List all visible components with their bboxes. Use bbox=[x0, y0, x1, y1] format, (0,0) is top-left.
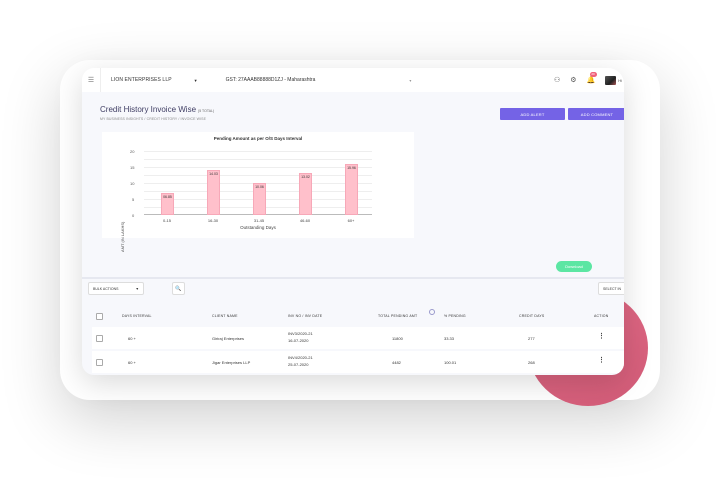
days-interval: 60 + bbox=[128, 360, 136, 365]
gear-icon[interactable]: ⚙ bbox=[570, 77, 577, 84]
gst-selector[interactable]: GST: 27AAAB88888D1ZJ - Maharashtra bbox=[225, 77, 316, 83]
x-tick: 31-45 bbox=[253, 218, 265, 223]
inv-date: 25-07-2020 bbox=[288, 362, 309, 367]
avatar[interactable] bbox=[605, 75, 617, 85]
company-selector[interactable]: LION ENTERPRISES LLP bbox=[111, 77, 172, 83]
select-all-checkbox[interactable] bbox=[96, 313, 103, 320]
chart-title: Pending Amount as per O/S Days Interval bbox=[213, 136, 303, 141]
y-tick: 5 bbox=[132, 197, 135, 202]
add-comment-button[interactable]: ADD COMMENT bbox=[568, 108, 624, 120]
greeting: Hi bbox=[618, 77, 622, 83]
caret-down-icon: ▼ bbox=[135, 286, 139, 291]
menu-icon[interactable]: ☰ bbox=[82, 68, 101, 92]
info-icon[interactable] bbox=[429, 309, 435, 315]
row-checkbox[interactable] bbox=[96, 359, 103, 366]
inv-no: INV4/2020-21 bbox=[288, 355, 313, 360]
header-action: ACTION bbox=[594, 314, 609, 318]
bulk-actions-label: BULK ACTIONS bbox=[93, 286, 119, 291]
caret-down-icon[interactable]: ▼ bbox=[193, 77, 198, 83]
page-title-text: Credit History Invoice Wise bbox=[100, 105, 197, 114]
header-days-interval[interactable]: DAYS INTERVAL bbox=[122, 314, 152, 318]
notification-badge: 20 bbox=[589, 72, 597, 77]
bar-16-30[interactable]: 14.03 bbox=[207, 170, 220, 215]
pct-pending: 100.01 bbox=[444, 360, 457, 365]
credit-days: 277 bbox=[528, 336, 535, 341]
header-pct-pending[interactable]: % PENDING bbox=[444, 314, 466, 318]
credit-days: 268 bbox=[528, 360, 535, 365]
breadcrumb: MY BUSINESS INSIGHTS / CREDIT HISTORY / … bbox=[100, 117, 207, 121]
select-input[interactable]: SELECT IN bbox=[598, 282, 624, 295]
x-axis-label: Outstanding Days bbox=[240, 225, 276, 230]
table-row[interactable]: 60 + Jigar Enterprises LLP INV4/2020-21 … bbox=[92, 351, 624, 373]
pct-pending: 33.33 bbox=[444, 336, 455, 341]
bell-icon[interactable]: 🔔 20 bbox=[586, 72, 597, 84]
total-count: (5 TOTAL) bbox=[198, 109, 215, 113]
client-name[interactable]: Giriraj Enterprises bbox=[212, 336, 245, 341]
bar-value: 14.03 bbox=[209, 172, 218, 177]
header-total-pending[interactable]: TOTAL PENDING AMT bbox=[378, 314, 418, 318]
plot-area: 0 5 10 15 20 06.85 14.03 10.06 13.02 15.… bbox=[130, 149, 372, 223]
total-pending: 4482 bbox=[392, 360, 401, 365]
bar-60-plus[interactable]: 15.96 bbox=[345, 163, 358, 215]
x-tick: 0-15 bbox=[162, 218, 172, 223]
section-divider bbox=[82, 277, 624, 279]
bar-0-15[interactable]: 06.85 bbox=[161, 193, 174, 215]
search-icon: 🔍 bbox=[175, 285, 182, 292]
top-icons: ⚇ ⚙ 🔔 20 Hi bbox=[554, 68, 624, 92]
header-inv[interactable]: INV NO / INV DATE bbox=[288, 314, 323, 318]
page-title: Credit History Invoice Wise (5 TOTAL) bbox=[100, 105, 214, 114]
chart-card: Pending Amount as per O/S Days Interval … bbox=[102, 132, 414, 252]
y-tick: 15 bbox=[130, 165, 135, 170]
table-row[interactable]: 60 + Giriraj Enterprises INV3/2020-21 16… bbox=[92, 327, 624, 349]
client-name[interactable]: Jigar Enterprises LLP bbox=[212, 360, 251, 365]
more-vert-icon[interactable]: ⋮ bbox=[598, 333, 605, 340]
add-alert-button[interactable]: ADD ALERT bbox=[500, 108, 565, 120]
search-button[interactable]: 🔍 bbox=[172, 282, 185, 295]
download-button[interactable]: Download bbox=[556, 261, 592, 272]
y-tick: 20 bbox=[130, 149, 135, 154]
x-tick: 60+ bbox=[347, 218, 355, 223]
days-interval: 60 + bbox=[128, 336, 136, 341]
more-vert-icon[interactable]: ⋮ bbox=[598, 357, 605, 364]
caret-down-icon[interactable]: ▾ bbox=[409, 77, 412, 83]
bar-value: 10.06 bbox=[255, 184, 264, 189]
header-client-name[interactable]: CLIENT NAME bbox=[212, 314, 238, 318]
y-tick: 10 bbox=[130, 181, 135, 186]
users-icon[interactable]: ⚇ bbox=[553, 77, 561, 84]
bar-value: 13.02 bbox=[301, 175, 310, 180]
x-tick: 16-30 bbox=[207, 218, 219, 223]
y-tick: 0 bbox=[132, 213, 135, 218]
bar-31-45[interactable]: 10.06 bbox=[253, 182, 266, 215]
bar-46-60[interactable]: 13.02 bbox=[299, 173, 312, 215]
row-checkbox[interactable] bbox=[96, 335, 103, 342]
x-tick: 46-60 bbox=[299, 218, 311, 223]
top-bar: ☰ LION ENTERPRISES LLP ▼ GST: 27AAAB8888… bbox=[82, 68, 624, 92]
app-window: ☰ LION ENTERPRISES LLP ▼ GST: 27AAAB8888… bbox=[82, 68, 624, 375]
inv-no: INV3/2020-21 bbox=[288, 331, 313, 336]
table-header: DAYS INTERVAL CLIENT NAME INV NO / INV D… bbox=[82, 309, 624, 324]
bulk-actions-dropdown[interactable]: BULK ACTIONS ▼ bbox=[88, 282, 144, 295]
header-credit-days[interactable]: CREDIT DAYS bbox=[519, 314, 545, 318]
total-pending: 11800 bbox=[392, 336, 403, 341]
bar-value: 15.96 bbox=[347, 165, 356, 170]
inv-date: 16-07-2020 bbox=[288, 338, 309, 343]
bar-value: 06.85 bbox=[163, 195, 172, 200]
